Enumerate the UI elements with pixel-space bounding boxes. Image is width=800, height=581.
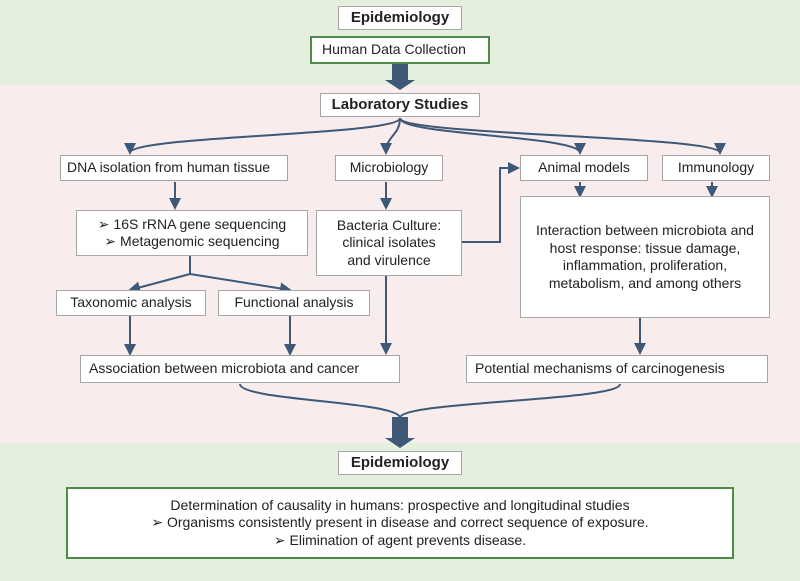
text-line: and virulence <box>325 252 453 270</box>
text-line: inflammation, proliferation, <box>529 257 761 275</box>
text-line: Interaction between microbiota and <box>529 222 761 240</box>
text-line: Potential mechanisms of carcinogenesis <box>475 360 759 378</box>
text-line: Association between microbiota and cance… <box>89 360 391 378</box>
text-line: Determination of causality in humans: pr… <box>80 497 720 515</box>
node-dna_iso: DNA isolation from human tissue <box>60 155 288 181</box>
node-assoc: Association between microbiota and cance… <box>80 355 400 383</box>
node-culture: Bacteria Culture:clinical isolatesand vi… <box>316 210 462 276</box>
node-animal: Animal models <box>520 155 648 181</box>
text-line: Epidemiology <box>343 9 457 28</box>
text-line: DNA isolation from human tissue <box>67 159 281 177</box>
node-causality: Determination of causality in humans: pr… <box>66 487 734 559</box>
text-line: ➢ 16S rRNA gene sequencing <box>85 216 299 234</box>
text-line: metabolism, and among others <box>529 275 761 293</box>
text-line: Epidemiology <box>343 454 457 473</box>
node-mech: Potential mechanisms of carcinogenesis <box>466 355 768 383</box>
text-line: ➢ Elimination of agent prevents disease. <box>80 532 720 550</box>
node-func: Functional analysis <box>218 290 370 316</box>
node-seq: ➢ 16S rRNA gene sequencing➢ Metagenomic … <box>76 210 308 256</box>
text-line: Immunology <box>667 159 765 177</box>
node-lab_title: Laboratory Studies <box>320 93 480 117</box>
node-epi_bot_title: Epidemiology <box>338 451 462 475</box>
node-immuno: Immunology <box>662 155 770 181</box>
node-microbio: Microbiology <box>335 155 443 181</box>
text-line: Microbiology <box>340 159 438 177</box>
text-line: Functional analysis <box>223 294 365 312</box>
text-line: clinical isolates <box>325 234 453 252</box>
text-line: Bacteria Culture: <box>325 217 453 235</box>
text-line: Taxonomic analysis <box>61 294 201 312</box>
text-line: Laboratory Studies <box>325 96 475 115</box>
text-line: ➢ Metagenomic sequencing <box>85 233 299 251</box>
node-epi_top_title: Epidemiology <box>338 6 462 30</box>
text-line: ➢ Organisms consistently present in dise… <box>80 514 720 532</box>
node-tax: Taxonomic analysis <box>56 290 206 316</box>
text-line: host response: tissue damage, <box>529 240 761 258</box>
text-line: Human Data Collection <box>322 41 478 59</box>
node-interaction: Interaction between microbiota andhost r… <box>520 196 770 318</box>
text-line: Animal models <box>525 159 643 177</box>
boxes-layer: Epidemiology Human Data Collection Laborat… <box>0 0 800 581</box>
node-human_data: Human Data Collection <box>310 36 490 64</box>
